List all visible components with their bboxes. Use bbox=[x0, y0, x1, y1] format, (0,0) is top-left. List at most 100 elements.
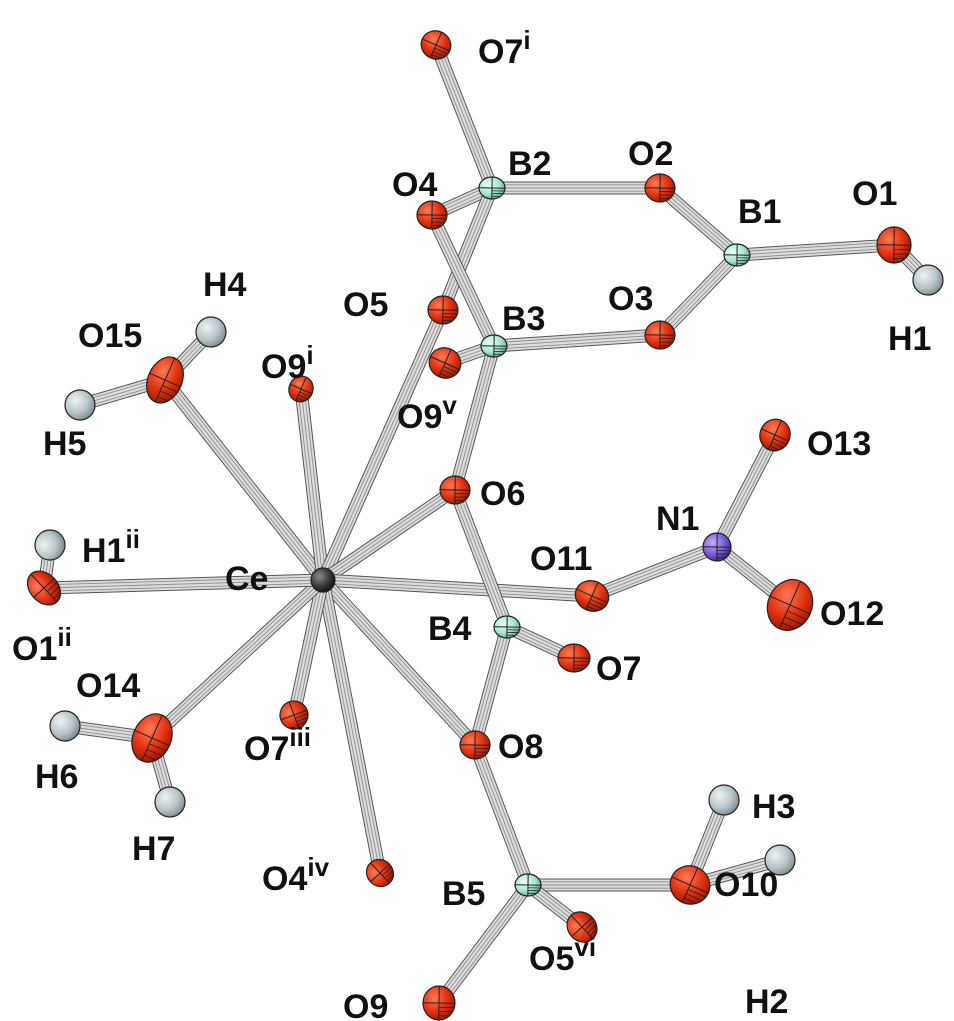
atom-B4 bbox=[493, 615, 521, 639]
label-O13: O13 bbox=[807, 425, 871, 463]
label-text: H1 bbox=[888, 320, 931, 358]
label-O4: O4 bbox=[392, 166, 437, 204]
label-O9: O9 bbox=[343, 988, 388, 1021]
label-text: O9 bbox=[397, 398, 442, 436]
atom-H5 bbox=[64, 389, 96, 421]
bond-B4-O8 bbox=[468, 625, 514, 747]
bond-O3-B3 bbox=[493, 328, 661, 353]
label-B4: B4 bbox=[428, 610, 472, 648]
atom-B3 bbox=[480, 334, 508, 358]
bond-Ce-O9i bbox=[294, 388, 330, 581]
atom-O15 bbox=[146, 356, 184, 404]
atom-O8 bbox=[459, 730, 491, 760]
bond-O6-B4 bbox=[448, 487, 514, 630]
bond-Ce-O7iii bbox=[287, 578, 330, 717]
label-superscript: ii bbox=[125, 524, 139, 554]
bond-B1-O1 bbox=[736, 238, 895, 262]
atom-O9 bbox=[422, 985, 456, 1021]
bond-B1-O3 bbox=[655, 250, 742, 340]
label-superscript: vi bbox=[574, 932, 596, 962]
bond-B5-O10 bbox=[528, 878, 690, 892]
atom-B1 bbox=[723, 243, 751, 267]
label-O4iv: O4iv bbox=[262, 852, 330, 898]
label-text: O9 bbox=[261, 348, 306, 386]
label-text: O5 bbox=[529, 940, 574, 978]
label-Ce: Ce bbox=[225, 560, 268, 598]
label-H6: H6 bbox=[35, 758, 78, 796]
label-O7iii: O7iii bbox=[244, 722, 311, 768]
atom-O6 bbox=[439, 475, 471, 505]
atom-O9i bbox=[288, 375, 314, 403]
label-text: H1 bbox=[82, 532, 125, 570]
atom-O9v bbox=[428, 347, 462, 379]
label-O5vi: O5vi bbox=[529, 932, 596, 978]
bond-O2-B1 bbox=[655, 183, 742, 260]
atom-H2 bbox=[764, 844, 796, 876]
atom-O10 bbox=[669, 865, 711, 905]
label-text: B1 bbox=[738, 193, 781, 231]
label-O1: O1 bbox=[852, 175, 897, 213]
label-O5: O5 bbox=[343, 286, 388, 324]
label-text: H3 bbox=[752, 788, 795, 826]
atom-O1ii bbox=[26, 570, 62, 606]
label-O8: O8 bbox=[498, 728, 543, 766]
atom-O7iii bbox=[279, 700, 309, 730]
label-B5: B5 bbox=[442, 875, 485, 913]
label-O6: O6 bbox=[480, 475, 525, 513]
label-superscript: i bbox=[523, 25, 530, 55]
label-text: H4 bbox=[203, 266, 247, 304]
label-B2: B2 bbox=[508, 145, 551, 183]
label-H1ii: H1ii bbox=[82, 524, 140, 570]
label-H7: H7 bbox=[132, 830, 175, 868]
label-text: H2 bbox=[745, 983, 788, 1021]
label-text: O4 bbox=[262, 860, 307, 898]
label-O1ii: O1ii bbox=[12, 622, 72, 668]
label-H4: H4 bbox=[203, 266, 247, 304]
bond-Ce-O8 bbox=[318, 575, 480, 750]
label-text: O12 bbox=[820, 595, 884, 633]
label-B3: B3 bbox=[502, 300, 545, 338]
label-O2: O2 bbox=[628, 135, 673, 173]
atom-O3 bbox=[644, 320, 676, 350]
bond-B3-O4 bbox=[426, 212, 500, 349]
label-H5: H5 bbox=[43, 425, 86, 463]
atom-H1ii bbox=[34, 529, 66, 561]
label-text: O3 bbox=[608, 280, 653, 318]
label-text: O2 bbox=[628, 135, 673, 173]
label-text: B3 bbox=[502, 300, 545, 338]
label-text: O15 bbox=[78, 317, 142, 355]
atom-O13 bbox=[759, 418, 791, 452]
atom-O7 bbox=[557, 643, 591, 673]
atom-B5 bbox=[514, 873, 542, 897]
label-N1: N1 bbox=[656, 500, 699, 538]
bond-Ce-O5 bbox=[317, 307, 449, 583]
bond-Ce-O6 bbox=[319, 484, 459, 586]
bond-Ce-O11 bbox=[322, 573, 593, 603]
bond-O11-N1 bbox=[589, 540, 720, 603]
label-superscript: ii bbox=[57, 622, 71, 652]
label-text: O4 bbox=[392, 166, 437, 204]
label-text: B4 bbox=[428, 610, 472, 648]
atom-O1 bbox=[876, 226, 912, 264]
label-O11: O11 bbox=[530, 540, 592, 578]
label-text: B2 bbox=[508, 145, 551, 183]
label-superscript: iii bbox=[289, 722, 311, 752]
bond-B2-O5 bbox=[436, 185, 499, 313]
label-text: Ce bbox=[225, 560, 268, 598]
label-H2: H2 bbox=[745, 983, 788, 1021]
label-O3: O3 bbox=[608, 280, 653, 318]
atom-B2 bbox=[478, 176, 506, 200]
atom-H6 bbox=[49, 710, 81, 742]
atom-O7i bbox=[420, 30, 452, 60]
bond-Ce-O14 bbox=[147, 575, 328, 743]
label-text: O10 bbox=[714, 866, 778, 904]
bond-O8-B5 bbox=[468, 742, 535, 888]
atom-O4 bbox=[416, 200, 448, 230]
atom-H1 bbox=[912, 264, 944, 296]
label-text: O6 bbox=[480, 475, 525, 513]
atom-H7 bbox=[154, 786, 186, 818]
label-O7: O7 bbox=[596, 650, 641, 688]
label-text: O7 bbox=[244, 730, 289, 768]
label-O14: O14 bbox=[76, 667, 140, 705]
